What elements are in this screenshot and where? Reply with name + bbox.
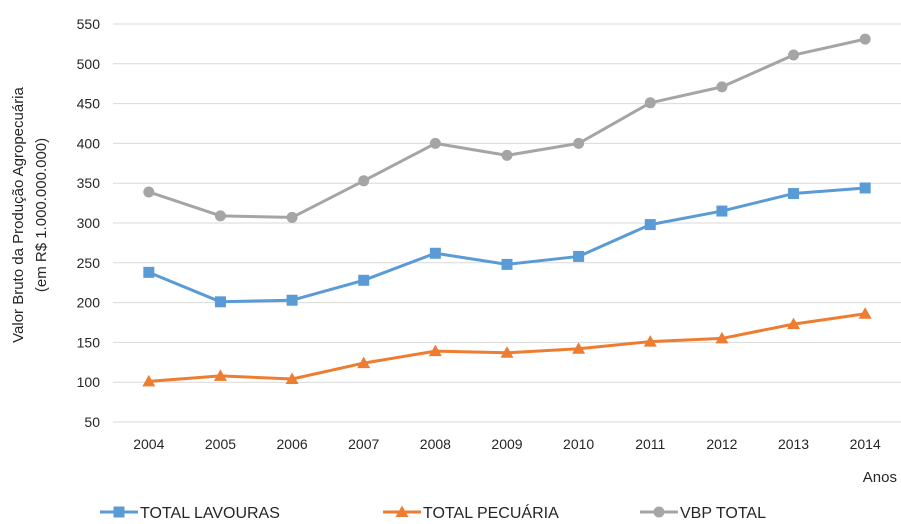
x-axis-title: Anos (863, 469, 897, 486)
data-point (357, 356, 371, 369)
legend-item: VBP TOTAL (640, 505, 766, 522)
data-point (142, 374, 156, 387)
data-point (500, 346, 514, 358)
x-tick-label: 2007 (348, 436, 379, 452)
data-point (573, 137, 585, 149)
data-point (214, 296, 226, 308)
data-point (286, 211, 298, 223)
y-tick-label: 50 (84, 414, 100, 430)
y-tick-label: 150 (77, 334, 101, 350)
data-point (428, 344, 442, 357)
legend-label: VBP TOTAL (680, 505, 766, 522)
data-point (572, 342, 586, 354)
y-tick-label: 400 (77, 135, 101, 151)
data-point (573, 250, 585, 262)
data-point (716, 81, 728, 93)
y-tick-label: 450 (77, 96, 101, 112)
series-vbp-total (143, 33, 871, 223)
series-total-pecu-ria (142, 307, 872, 387)
x-tick-label: 2013 (778, 436, 809, 452)
y-axis-title-line1: Valor Bruto da Produção Agropecuária (10, 86, 27, 342)
legend-marker (395, 505, 409, 517)
legend-item: TOTAL PECUÁRIA (383, 503, 559, 522)
data-point (143, 266, 155, 278)
legend-marker (113, 506, 125, 518)
data-point (715, 331, 729, 344)
data-point (788, 49, 800, 61)
data-point (501, 149, 513, 161)
data-point (859, 182, 871, 194)
data-point (859, 33, 871, 45)
data-point (358, 274, 370, 286)
legend-label: TOTAL LAVOURAS (140, 505, 280, 522)
x-tick-label: 2009 (491, 436, 522, 452)
y-tick-label: 300 (77, 215, 101, 231)
data-point (644, 97, 656, 109)
y-tick-label: 250 (77, 255, 101, 271)
x-tick-label: 2010 (563, 436, 594, 452)
x-tick-label: 2014 (850, 436, 881, 452)
series-total-lavouras (143, 182, 871, 308)
grid-lines (113, 23, 901, 423)
legend-marker (653, 506, 665, 518)
data-point (644, 219, 656, 231)
data-point (429, 137, 441, 149)
data-point (716, 205, 728, 217)
x-tick-label: 2012 (706, 436, 737, 452)
data-point (501, 258, 513, 270)
data-point (643, 335, 657, 347)
data-point (286, 294, 298, 306)
data-point (358, 175, 370, 187)
data-point (285, 372, 299, 385)
x-tick-labels: 2004 2005 2006 2007 2008 2009 2010 2011 2012 2013… (133, 436, 881, 452)
series-group (142, 33, 872, 387)
data-point (429, 247, 441, 259)
data-point (787, 317, 801, 330)
series-line (148, 37, 866, 219)
data-point (143, 186, 155, 198)
data-point (214, 210, 226, 222)
legend: TOTAL LAVOURAS TOTAL PECUÁRIA VBP TOTAL (100, 503, 766, 522)
x-tick-label: 2011 (635, 436, 665, 452)
x-tick-label: 2006 (277, 436, 308, 452)
y-tick-label: 350 (77, 175, 101, 191)
y-axis-title-line2: (em R$ 1.000.000.000) (33, 138, 50, 292)
x-tick-label: 2004 (133, 436, 164, 452)
data-point (213, 369, 227, 381)
y-tick-label: 550 (77, 16, 101, 32)
y-tick-labels: 50 100 150 200 250 300 350 400 450 500 550 (77, 16, 101, 430)
y-tick-label: 200 (77, 295, 101, 311)
legend-item: TOTAL LAVOURAS (100, 505, 280, 522)
legend-label: TOTAL PECUÁRIA (423, 503, 559, 522)
series-line (148, 186, 866, 304)
x-tick-label: 2005 (205, 436, 236, 452)
x-tick-label: 2008 (420, 436, 451, 452)
y-tick-label: 500 (77, 56, 101, 72)
y-tick-label: 100 (77, 374, 101, 390)
data-point (858, 307, 872, 319)
data-point (788, 188, 800, 200)
